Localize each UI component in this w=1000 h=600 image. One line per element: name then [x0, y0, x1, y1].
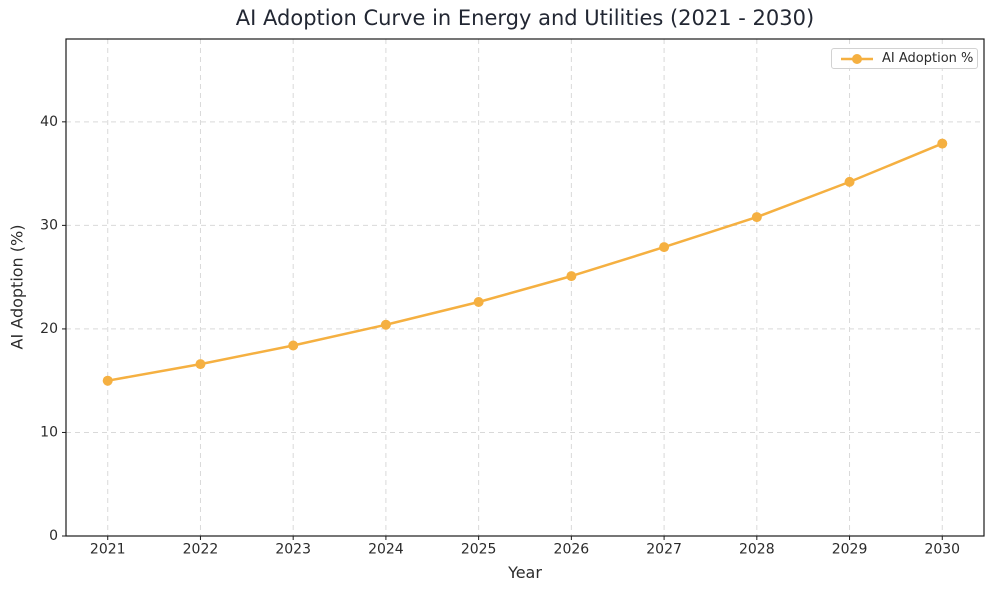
series-line: [107, 142, 943, 382]
chart-title: AI Adoption Curve in Energy and Utilitie…: [235, 6, 815, 30]
y-tick-label: 0: [49, 528, 58, 544]
data-point-marker: [195, 359, 206, 370]
legend-label: AI Adoption %: [882, 51, 974, 66]
data-point-marker: [751, 212, 762, 223]
plot-border: [65, 38, 985, 537]
x-tick-label: 2021: [90, 542, 126, 558]
legend-line-marker-icon: [841, 53, 873, 64]
data-point-marker: [102, 375, 113, 386]
x-tick-label: 2023: [275, 542, 311, 558]
y-tick-label: 40: [40, 114, 58, 130]
x-tick-label: 2029: [832, 542, 868, 558]
legend: AI Adoption %: [831, 48, 978, 69]
y-tick-label: 20: [40, 321, 58, 337]
x-tick-label: 2024: [368, 542, 404, 558]
x-axis-label: Year: [508, 563, 542, 582]
x-tick-label: 2022: [183, 542, 219, 558]
data-point-marker: [659, 242, 670, 253]
x-tick-label: 2026: [554, 542, 590, 558]
y-tick-label: 10: [40, 424, 58, 440]
data-point-marker: [937, 138, 948, 149]
x-tick-label: 2028: [739, 542, 775, 558]
data-point-marker: [844, 176, 855, 187]
data-point-marker: [380, 319, 391, 330]
x-tick-label: 2025: [461, 542, 497, 558]
data-point-marker: [566, 271, 577, 282]
x-tick-label: 2030: [924, 542, 960, 558]
data-point-marker: [473, 296, 484, 307]
data-point-marker: [288, 340, 299, 351]
x-tick-label: 2027: [646, 542, 682, 558]
y-tick-label: 30: [40, 217, 58, 233]
